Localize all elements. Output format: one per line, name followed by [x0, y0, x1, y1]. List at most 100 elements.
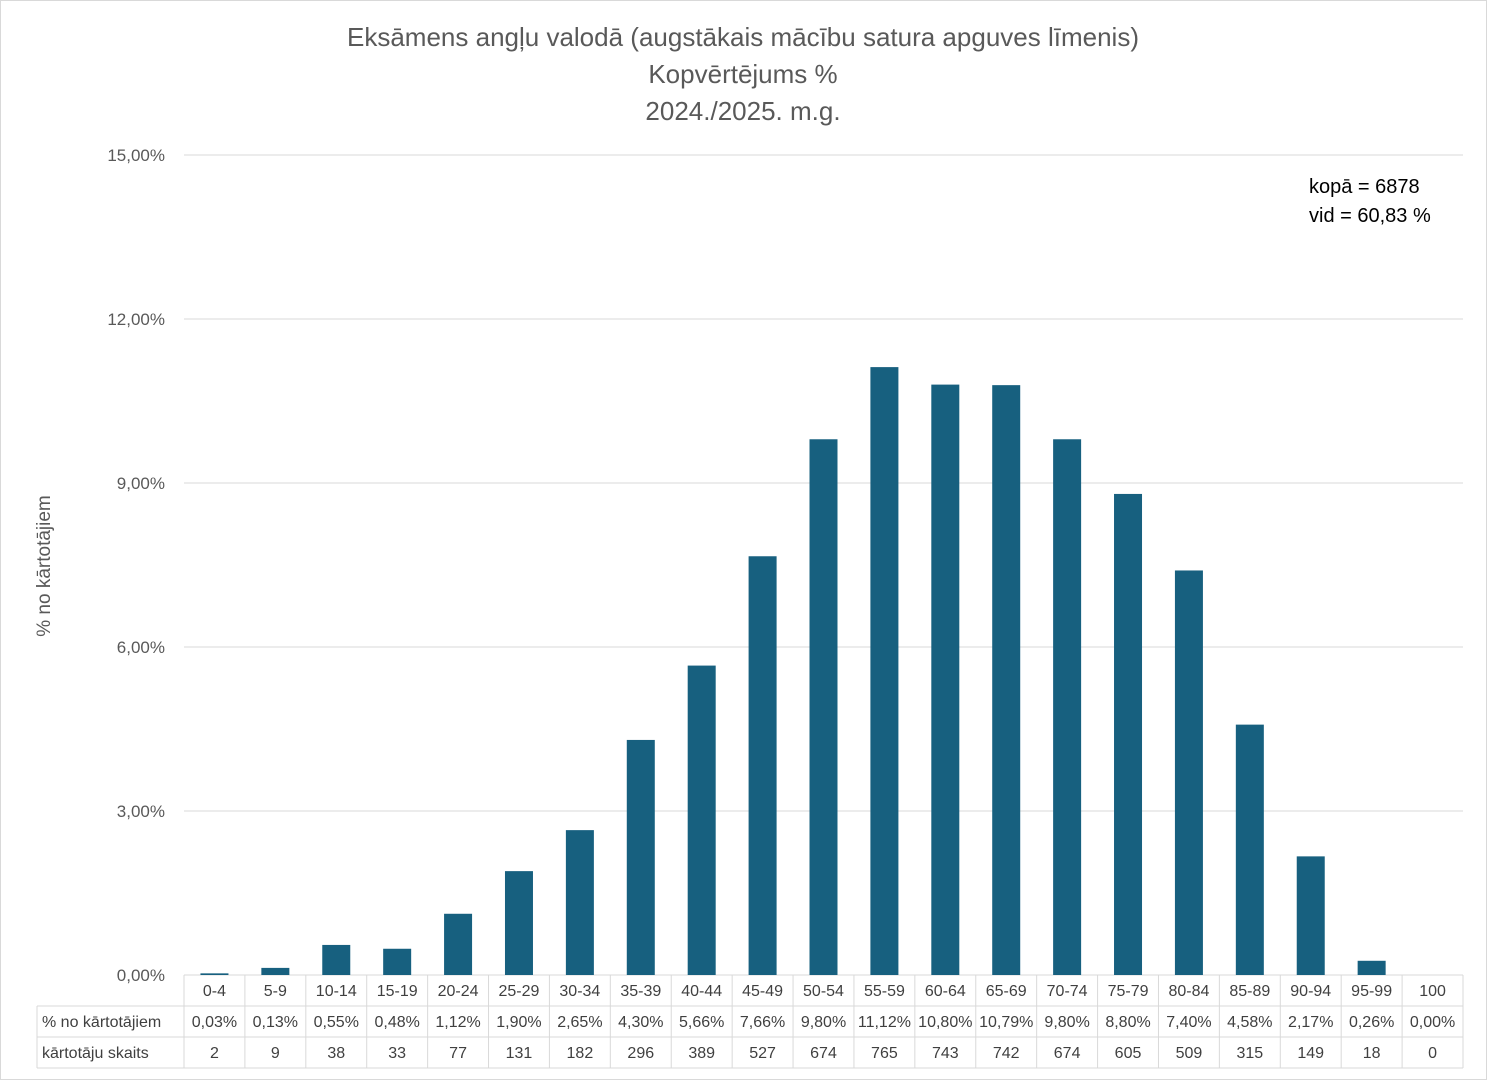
- x-tick-label: 15-19: [377, 983, 418, 1000]
- x-tick-label: 75-79: [1108, 983, 1149, 1000]
- x-tick-label: 40-44: [681, 983, 722, 1000]
- bar: [261, 967, 290, 975]
- bar: [444, 913, 473, 975]
- percent-data-label: 10,79%: [979, 1014, 1033, 1031]
- x-tick-label: 35-39: [620, 983, 661, 1000]
- y-tick-label: 12,00%: [107, 310, 165, 329]
- x-tick-label: 70-74: [1047, 983, 1088, 1000]
- count-data-label: 674: [810, 1045, 837, 1062]
- x-tick-label: 100: [1419, 983, 1446, 1000]
- percent-data-label: 1,90%: [496, 1014, 541, 1031]
- count-data-label: 33: [388, 1045, 406, 1062]
- y-tick-labels: 0,00% 3,00% 6,00% 9,00% 12,00% 15,00%: [107, 146, 165, 985]
- chart-title-line-3: 2024./2025. m.g.: [645, 96, 840, 126]
- percent-data-label: 7,66%: [740, 1014, 785, 1031]
- bars: [200, 367, 1386, 976]
- total-annotation: kopā = 6878: [1309, 176, 1420, 198]
- bar: [1235, 724, 1264, 975]
- bar: [1357, 960, 1386, 975]
- bar: [383, 948, 412, 975]
- chart-title-line-2: Kopvērtējums %: [648, 59, 837, 89]
- x-tick-label: 0-4: [203, 983, 226, 1000]
- x-tick-label: 80-84: [1168, 983, 1209, 1000]
- percent-data-label: 1,12%: [435, 1014, 480, 1031]
- percent-data-label: 0,03%: [192, 1014, 237, 1031]
- count-data-label: 674: [1054, 1045, 1081, 1062]
- x-tick-label: 55-59: [864, 983, 905, 1000]
- count-data-label: 389: [688, 1045, 715, 1062]
- percent-data-label: 0,55%: [314, 1014, 359, 1031]
- percent-data-label: 7,40%: [1166, 1014, 1211, 1031]
- bar: [1296, 856, 1325, 975]
- count-data-label: 18: [1363, 1045, 1381, 1062]
- count-data-label: 9: [271, 1045, 280, 1062]
- count-data-label: 315: [1236, 1045, 1263, 1062]
- y-tick-label: 6,00%: [117, 638, 165, 657]
- x-tick-label: 60-64: [925, 983, 966, 1000]
- x-tick-label: 65-69: [986, 983, 1027, 1000]
- bar: [809, 439, 838, 975]
- table-row-header: % no kārtotājiem: [42, 1014, 161, 1031]
- count-data-label: 149: [1297, 1045, 1324, 1062]
- percent-data-label: 0,13%: [253, 1014, 298, 1031]
- x-tick-label: 20-24: [438, 983, 479, 1000]
- bar: [748, 556, 777, 975]
- count-data-label: 131: [506, 1045, 533, 1062]
- count-data-label: 38: [327, 1045, 345, 1062]
- count-data-label: 527: [749, 1045, 776, 1062]
- count-data-label: 742: [993, 1045, 1020, 1062]
- bar: [504, 871, 533, 975]
- percent-data-label: 9,80%: [1044, 1014, 1089, 1031]
- x-tick-label: 50-54: [803, 983, 844, 1000]
- count-data-label: 605: [1115, 1045, 1142, 1062]
- bar: [1174, 570, 1203, 975]
- bar: [931, 384, 960, 976]
- percent-data-label: 8,80%: [1105, 1014, 1150, 1031]
- x-tick-label: 30-34: [559, 983, 600, 1000]
- percent-data-label: 5,66%: [679, 1014, 724, 1031]
- percent-data-label: 4,30%: [618, 1014, 663, 1031]
- y-tick-label: 3,00%: [117, 802, 165, 821]
- count-data-label: 2: [210, 1045, 219, 1062]
- percent-data-label: 2,65%: [557, 1014, 602, 1031]
- x-tick-label: 45-49: [742, 983, 783, 1000]
- y-tick-label: 9,00%: [117, 474, 165, 493]
- percent-data-label: 0,48%: [374, 1014, 419, 1031]
- bar: [1053, 439, 1082, 975]
- bar: [992, 385, 1021, 975]
- x-tick-label: 10-14: [316, 983, 357, 1000]
- y-axis-label: % no kārtotājiem: [34, 495, 55, 637]
- count-data-label: 296: [627, 1045, 654, 1062]
- y-tick-label: 0,00%: [117, 966, 165, 985]
- table-row-header: kārtotāju skaits: [42, 1045, 149, 1062]
- x-tick-label: 85-89: [1229, 983, 1270, 1000]
- bar: [322, 944, 351, 975]
- percent-data-label: 2,17%: [1288, 1014, 1333, 1031]
- percent-data-label: 0,26%: [1349, 1014, 1394, 1031]
- percent-data-label: 4,58%: [1227, 1014, 1272, 1031]
- chart-title: Eksāmens angļu valodā (augstākais mācību…: [347, 22, 1139, 126]
- bar: [870, 367, 899, 975]
- bar: [565, 830, 594, 975]
- count-data-label: 182: [567, 1045, 594, 1062]
- count-data-label: 0: [1428, 1045, 1437, 1062]
- bar: [687, 665, 716, 975]
- percent-data-label: 9,80%: [801, 1014, 846, 1031]
- y-tick-label: 15,00%: [107, 146, 165, 165]
- x-tick-label: 95-99: [1351, 983, 1392, 1000]
- x-tick-label: 25-29: [499, 983, 540, 1000]
- average-annotation: vid = 60,83 %: [1309, 205, 1431, 227]
- percent-data-label: 11,12%: [858, 1014, 911, 1031]
- count-data-label: 77: [449, 1045, 467, 1062]
- bar: [1114, 493, 1143, 975]
- count-data-label: 509: [1176, 1045, 1203, 1062]
- data-table: % no kārtotājiem kārtotāju skaits 0-4 0,03%…: [36, 975, 1464, 1069]
- bar: [626, 739, 655, 975]
- bar: [200, 973, 229, 975]
- x-tick-label: 90-94: [1290, 983, 1331, 1000]
- percent-data-label: 0,00%: [1410, 1014, 1455, 1031]
- count-data-label: 765: [871, 1045, 898, 1062]
- x-tick-label: 5-9: [264, 983, 287, 1000]
